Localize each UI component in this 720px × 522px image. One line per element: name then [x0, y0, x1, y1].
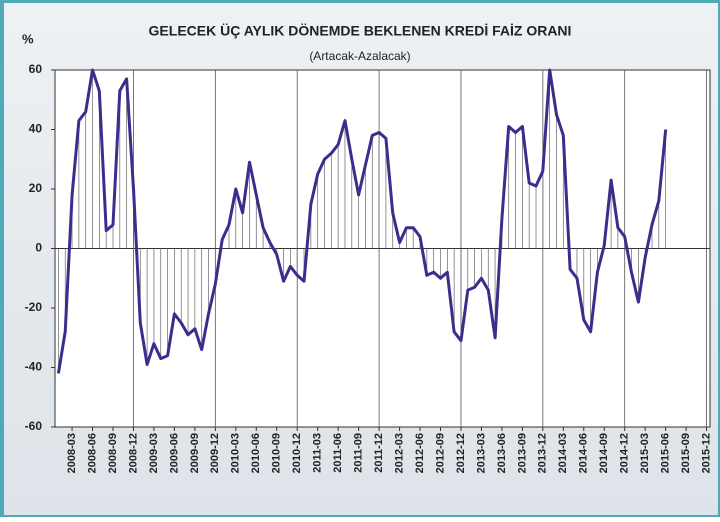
- y-tick-label: -60: [25, 419, 43, 433]
- x-tick-label: 2010-03: [230, 433, 242, 473]
- x-tick-label: 2013-12: [537, 433, 549, 473]
- y-tick-label: 40: [29, 122, 43, 136]
- x-tick-label: 2008-03: [66, 433, 78, 473]
- x-tick-label: 2008-12: [127, 433, 139, 473]
- x-tick-label: 2009-06: [168, 433, 180, 473]
- x-tick-label: 2014-03: [557, 433, 569, 473]
- x-tick-label: 2013-03: [475, 433, 487, 473]
- y-tick-label: 60: [29, 62, 43, 76]
- x-tick-label: 2014-12: [619, 433, 631, 473]
- x-tick-label: 2014-06: [578, 433, 590, 473]
- x-tick-label: 2008-06: [86, 433, 98, 473]
- x-tick-label: 2011-12: [373, 433, 385, 473]
- x-tick-label: 2012-03: [393, 433, 405, 473]
- x-tick-label: 2012-06: [414, 433, 426, 473]
- x-tick-label: 2011-09: [353, 433, 365, 473]
- x-tick-label: 2008-09: [107, 433, 119, 473]
- x-tick-label: 2015-06: [660, 433, 672, 473]
- x-tick-label: 2013-06: [496, 433, 508, 473]
- x-tick-label: 2015-09: [680, 433, 692, 473]
- x-tick-label: 2009-03: [148, 433, 160, 473]
- y-tick-label: -40: [25, 360, 43, 374]
- x-tick-label: 2010-09: [271, 433, 283, 473]
- y-tick-label: 20: [29, 181, 43, 195]
- x-tick-label: 2009-09: [189, 433, 201, 473]
- x-tick-label: 2009-12: [209, 433, 221, 473]
- chart-subtitle: (Artacak-Azalacak): [309, 49, 410, 63]
- y-tick-label: -20: [25, 300, 43, 314]
- y-tick-label: 0: [35, 241, 42, 255]
- x-tick-label: 2010-12: [291, 433, 303, 473]
- series-line: [56, 68, 668, 374]
- x-tick-label: 2012-09: [434, 433, 446, 473]
- chart-title: GELECEK ÜÇ AYLIK DÖNEMDE BEKLENEN KREDİ …: [149, 23, 572, 39]
- x-tick-label: 2012-12: [455, 433, 467, 473]
- x-tick-label: 2015-03: [639, 433, 651, 473]
- y-axis-label: %: [22, 31, 34, 46]
- x-tick-label: 2013-09: [516, 433, 528, 473]
- x-tick-label: 2011-03: [312, 433, 324, 473]
- x-tick-label: 2014-09: [598, 433, 610, 473]
- x-tick-label: 2011-06: [332, 433, 344, 473]
- x-tick-label: 2010-06: [250, 433, 262, 473]
- x-tick-label: 2015-12: [700, 433, 712, 473]
